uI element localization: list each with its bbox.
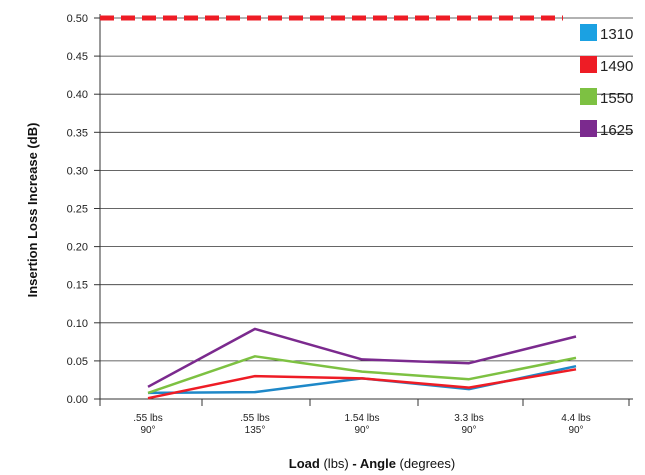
- y-tick-labels: 0.00 0.05 0.10 0.15 0.20 0.25 0.30 0.35 0.40 0.45…: [67, 13, 88, 406]
- x-tick-label: 4.4 lbs 90°: [561, 413, 590, 436]
- legend-swatch: [580, 56, 597, 73]
- x-tick-label: 1.54 lbs 90°: [344, 413, 379, 436]
- x-tick-label: .55 lbs 90°: [133, 413, 162, 436]
- legend-label: 1490: [600, 58, 633, 75]
- legend-label: 1550: [600, 90, 633, 107]
- y-tick-label: 0.30: [67, 165, 88, 177]
- y-tick-label: 0.05: [67, 356, 88, 368]
- x-tick-labels: .55 lbs 90° .55 lbs 135° 1.54 lbs 90° 3.3 lbs 9…: [133, 413, 590, 436]
- y-tick-label: 0.25: [67, 204, 88, 216]
- grid-lines: [100, 18, 633, 361]
- x-tick-label: .55 lbs 135°: [240, 413, 269, 436]
- y-axis-title: Insertion Loss Increase (dB): [25, 123, 40, 298]
- x-axis-title: Load (lbs) - Angle (degrees): [289, 456, 455, 471]
- y-tick-label: 0.10: [67, 318, 88, 330]
- data-series: [148, 329, 576, 398]
- y-tick-label: 0.00: [67, 394, 88, 406]
- axes: [94, 14, 633, 406]
- series-line-1490: [148, 369, 576, 398]
- y-tick-label: 0.40: [67, 89, 88, 101]
- legend: 1310 1490 1550 1625: [580, 24, 633, 139]
- legend-swatch: [580, 24, 597, 41]
- legend-swatch: [580, 88, 597, 105]
- y-tick-label: 0.50: [67, 13, 88, 25]
- y-tick-label: 0.20: [67, 242, 88, 254]
- y-tick-label: 0.45: [67, 51, 88, 63]
- x-tick-label: 3.3 lbs 90°: [454, 413, 483, 436]
- series-line-1550: [148, 356, 576, 393]
- legend-swatch: [580, 120, 597, 137]
- legend-label: 1625: [600, 122, 633, 139]
- y-tick-label: 0.15: [67, 280, 88, 292]
- y-tick-label: 0.35: [67, 127, 88, 139]
- legend-label: 1310: [600, 26, 633, 43]
